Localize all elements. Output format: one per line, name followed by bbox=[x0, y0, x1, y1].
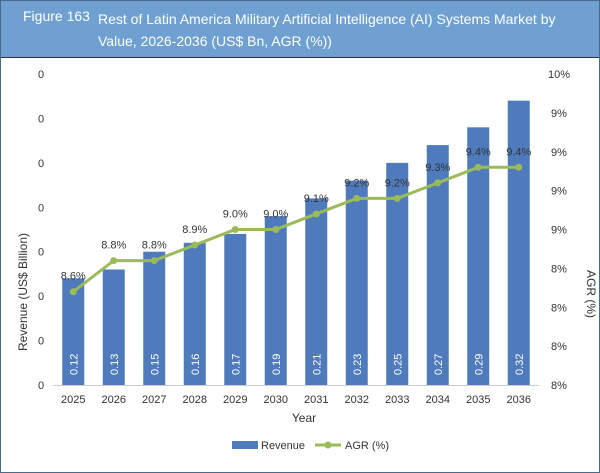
x-tick-label: 2028 bbox=[183, 394, 207, 406]
agr-data-label: 9.4% bbox=[466, 146, 491, 158]
revenue-bar bbox=[224, 233, 247, 385]
revenue-data-label: 0.21 bbox=[311, 354, 323, 375]
legend-revenue-swatch bbox=[232, 441, 258, 449]
agr-point bbox=[69, 288, 77, 296]
revenue-bar bbox=[467, 127, 490, 386]
agr-point bbox=[515, 163, 523, 171]
agr-point bbox=[393, 194, 401, 202]
figure-title: Rest of Latin America Military Artificia… bbox=[98, 11, 556, 49]
agr-data-label: 9.2% bbox=[344, 177, 369, 189]
y-tick-label: 0 bbox=[38, 247, 44, 259]
y2-tick-label: 8% bbox=[551, 263, 567, 275]
legend-revenue-label: Revenue bbox=[261, 440, 305, 452]
legend-agr-label: AGR (%) bbox=[345, 440, 389, 452]
revenue-data-label: 0.25 bbox=[392, 354, 404, 375]
revenue-bar bbox=[143, 251, 166, 385]
revenue-bar bbox=[305, 198, 328, 385]
agr-point bbox=[191, 241, 199, 249]
agr-point bbox=[272, 226, 280, 233]
revenue-data-label: 0.13 bbox=[109, 354, 121, 375]
y2-tick-label: 8% bbox=[551, 302, 567, 314]
revenue-data-label: 0.19 bbox=[271, 354, 283, 375]
agr-point bbox=[434, 179, 442, 187]
y2-tick-label: 9% bbox=[551, 186, 567, 198]
x-tick-label: 2036 bbox=[507, 394, 531, 406]
y-axis-label: Revenue (US$ Billion) bbox=[16, 233, 30, 351]
y-tick-label: 0 bbox=[38, 380, 44, 392]
y2-tick-label: 10% bbox=[548, 69, 570, 81]
y2-tick-label: 9% bbox=[551, 108, 567, 120]
agr-data-label: 9.3% bbox=[425, 162, 450, 174]
x-tick-label: 2027 bbox=[142, 394, 166, 406]
revenue-bar bbox=[183, 242, 206, 385]
agr-point bbox=[150, 257, 158, 265]
agr-data-label: 8.6% bbox=[61, 271, 86, 283]
y-tick-label: 0 bbox=[38, 336, 44, 348]
revenue-bar bbox=[345, 180, 368, 385]
y2-axis-label: AGR (%) bbox=[584, 270, 598, 318]
x-tick-label: 2031 bbox=[304, 394, 328, 406]
agr-point bbox=[474, 163, 482, 171]
y2-tick-label: 8% bbox=[551, 341, 567, 353]
chart: 0 0 0 0 0 0 0 0 8% 8% 8% 8% 9% 9% 9% 9% 10% 0.12 0.13 0.15 0… bbox=[16, 69, 598, 452]
y-tick-label: 0 bbox=[38, 158, 44, 170]
agr-point bbox=[231, 226, 239, 233]
revenue-data-label: 0.12 bbox=[68, 354, 80, 375]
agr-data-label: 8.9% bbox=[182, 224, 207, 236]
y2-tick-label: 9% bbox=[551, 147, 567, 159]
figure-header: Figure 163 Rest of Latin America Militar… bbox=[1, 1, 599, 58]
y-tick-label: 0 bbox=[38, 69, 44, 81]
x-tick-label: 2035 bbox=[466, 394, 490, 406]
x-tick-label: 2030 bbox=[264, 394, 288, 406]
agr-data-label: 8.8% bbox=[142, 240, 167, 252]
agr-point bbox=[110, 257, 118, 265]
agr-data-label: 9.0% bbox=[263, 209, 288, 221]
y-tick-label: 0 bbox=[38, 291, 44, 303]
revenue-data-label: 0.16 bbox=[190, 354, 202, 375]
agr-line bbox=[72, 165, 519, 293]
revenue-bar bbox=[426, 145, 449, 385]
x-tick-label: 2029 bbox=[223, 394, 247, 406]
revenue-data-label: 0.27 bbox=[433, 354, 445, 375]
legend-agr-marker bbox=[324, 441, 332, 449]
y-tick-label: 0 bbox=[38, 113, 44, 125]
x-tick-label: 2034 bbox=[426, 394, 450, 406]
agr-point bbox=[353, 194, 361, 202]
y-tick-label: 0 bbox=[38, 202, 44, 214]
revenue-data-label: 0.23 bbox=[352, 354, 364, 375]
revenue-bar bbox=[264, 216, 287, 385]
agr-data-label: 9.2% bbox=[385, 177, 410, 189]
agr-data-label: 9.0% bbox=[223, 209, 248, 221]
figure-number: Figure 163 bbox=[23, 8, 90, 24]
revenue-data-label: 0.32 bbox=[514, 354, 526, 375]
agr-data-label: 8.8% bbox=[101, 240, 126, 252]
revenue-bar bbox=[62, 278, 85, 385]
x-tick-label: 2032 bbox=[345, 394, 369, 406]
x-tick-label: 2026 bbox=[102, 394, 126, 406]
x-tick-label: 2025 bbox=[61, 394, 85, 406]
agr-point bbox=[312, 210, 320, 218]
legend: Revenue AGR (%) bbox=[232, 440, 389, 452]
x-axis-label: Year bbox=[292, 411, 316, 425]
agr-data-label: 9.1% bbox=[304, 193, 329, 205]
revenue-data-label: 0.17 bbox=[230, 354, 242, 375]
revenue-bar bbox=[386, 162, 409, 385]
y2-tick-label: 9% bbox=[551, 225, 567, 237]
x-tick-label: 2033 bbox=[385, 394, 409, 406]
revenue-bar bbox=[102, 269, 125, 385]
revenue-bar bbox=[507, 100, 530, 386]
y2-tick-label: 8% bbox=[551, 380, 567, 392]
agr-data-label: 9.4% bbox=[506, 146, 531, 158]
revenue-data-label: 0.15 bbox=[149, 354, 161, 375]
revenue-data-label: 0.29 bbox=[473, 354, 485, 375]
